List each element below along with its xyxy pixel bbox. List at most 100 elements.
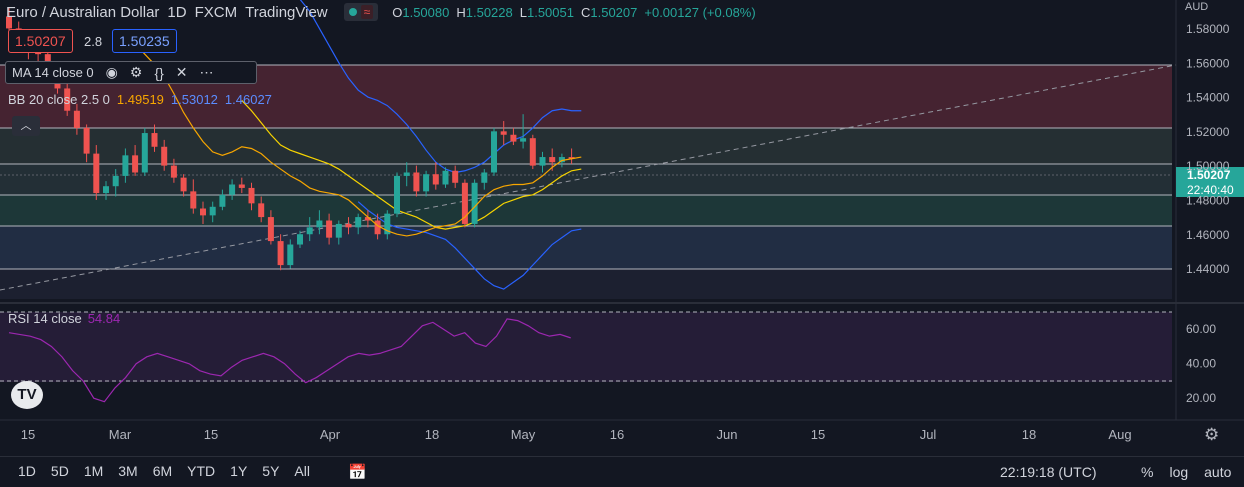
candle-body bbox=[122, 155, 129, 176]
candle-body bbox=[190, 191, 197, 209]
candle-body bbox=[141, 133, 148, 173]
candle-body bbox=[384, 213, 391, 235]
range-button-3m[interactable]: 3M bbox=[118, 463, 138, 479]
range-button-ytd[interactable]: YTD bbox=[187, 463, 216, 479]
candle-body bbox=[267, 217, 274, 242]
candle-body bbox=[539, 157, 546, 166]
candle-body bbox=[258, 203, 265, 218]
candle-body bbox=[442, 170, 449, 185]
time-tick-label: Jun bbox=[717, 427, 738, 442]
code-braces-icon[interactable]: {} bbox=[154, 64, 164, 81]
candle-body bbox=[403, 172, 410, 176]
bollinger-bands bbox=[241, 0, 582, 290]
calendar-icon[interactable]: 📅 bbox=[348, 464, 367, 481]
candle-body bbox=[83, 127, 90, 154]
price-tick-label: 1.50000 bbox=[1186, 159, 1230, 173]
close-value: 1.50207 bbox=[590, 4, 638, 20]
chart-settings-gear-icon[interactable]: ⚙ bbox=[1204, 425, 1220, 444]
candle-body bbox=[326, 220, 333, 238]
price-tick-label: 1.44000 bbox=[1186, 262, 1230, 276]
utc-clock[interactable]: 22:19:18 (UTC) bbox=[1000, 464, 1097, 480]
time-tick-label: 15 bbox=[204, 427, 218, 442]
rsi-indicator-legend[interactable]: RSI 14 close 54.84 bbox=[8, 311, 120, 326]
ohlc-values: O1.50080 H1.50228 L1.50051 C1.50207 +0.0… bbox=[392, 4, 756, 20]
chevron-up-icon[interactable]: ︿ bbox=[12, 116, 40, 136]
price-tick-label: 1.58000 bbox=[1186, 22, 1230, 36]
range-button-all[interactable]: All bbox=[294, 463, 310, 479]
range-button-5y[interactable]: 5Y bbox=[262, 463, 280, 479]
range-button-1d[interactable]: 1D bbox=[18, 463, 36, 479]
candle-body bbox=[132, 155, 139, 173]
eye-icon[interactable]: ◉ bbox=[105, 64, 118, 80]
range-button-1m[interactable]: 1M bbox=[83, 463, 104, 479]
more-icon[interactable]: ⋯ bbox=[199, 64, 214, 80]
candle-body bbox=[491, 131, 497, 173]
candle-body bbox=[510, 134, 517, 142]
percent-toggle[interactable]: % bbox=[1141, 464, 1154, 480]
candle-body bbox=[151, 133, 158, 147]
axes: AUD1.580001.560001.540001.520001.500001.… bbox=[21, 1, 1234, 442]
candle-body bbox=[500, 131, 507, 135]
gear-icon[interactable]: ⚙ bbox=[129, 64, 143, 80]
ma14-line bbox=[125, 34, 582, 237]
candle-body bbox=[558, 157, 565, 163]
candle-body bbox=[568, 157, 575, 159]
log-toggle[interactable]: log bbox=[1169, 464, 1189, 480]
range-buttons: 1D 5D 1M 3M 6M YTD 1Y 5Y All bbox=[18, 463, 310, 479]
tradingview-logo-icon[interactable]: TV bbox=[11, 381, 43, 409]
candle-body bbox=[277, 241, 284, 266]
time-tick-label: 15 bbox=[21, 427, 35, 442]
time-tick-label: May bbox=[511, 427, 536, 442]
rsi-tick-label: 20.00 bbox=[1186, 391, 1216, 405]
wave-icon: ≈ bbox=[360, 5, 374, 19]
auto-toggle[interactable]: auto bbox=[1204, 464, 1232, 480]
sell-price-button[interactable]: 1.50207 bbox=[8, 29, 73, 53]
candle-body bbox=[335, 223, 342, 238]
candle-body bbox=[549, 157, 556, 163]
candle-body bbox=[103, 186, 109, 194]
rsi-value: 54.84 bbox=[87, 311, 121, 326]
trendline[interactable] bbox=[0, 64, 1177, 291]
market-open-icon bbox=[348, 8, 357, 16]
range-button-5d[interactable]: 5D bbox=[50, 463, 69, 479]
countdown-marker bbox=[1176, 182, 1244, 197]
candle-body bbox=[452, 170, 459, 183]
time-tick-label: 18 bbox=[1022, 427, 1036, 442]
spread-value: 2.8 bbox=[84, 33, 103, 49]
countdown-label: 22:40:40 bbox=[1187, 183, 1234, 197]
rsi-polyline bbox=[8, 318, 571, 403]
time-tick-label: 15 bbox=[811, 427, 825, 442]
market-status[interactable]: ≈ bbox=[343, 3, 379, 21]
time-tick-label: 18 bbox=[425, 427, 439, 442]
bb-indicator-legend[interactable]: BB 20 close 2.5 0 1.49519 1.53012 1.4602… bbox=[8, 92, 272, 107]
candle-body bbox=[413, 172, 420, 192]
time-tick-label: Apr bbox=[320, 427, 341, 442]
candle-body bbox=[93, 153, 100, 194]
interval-label[interactable]: 1D bbox=[167, 3, 187, 21]
close-icon[interactable]: ✕ bbox=[175, 64, 188, 80]
price-tick-label: 1.48000 bbox=[1186, 194, 1230, 208]
moving-average bbox=[125, 34, 582, 237]
ma-indicator-legend[interactable]: MA 14 close 0 ◉ ⚙ {} ✕ ⋯ bbox=[5, 61, 257, 84]
range-button-6m[interactable]: 6M bbox=[152, 463, 173, 479]
buy-price-button[interactable]: 1.50235 bbox=[112, 29, 177, 53]
range-button-1y[interactable]: 1Y bbox=[230, 463, 248, 479]
candle-body bbox=[345, 223, 352, 228]
candle-body bbox=[297, 234, 303, 245]
candle-body bbox=[471, 182, 478, 224]
bb-upper-line bbox=[299, 0, 582, 174]
bottom-toolbar: 1D 5D 1M 3M 6M YTD 1Y 5Y All 📅 22:19:18 (UTC) % … bbox=[0, 456, 1244, 487]
price-tick-label: 1.52000 bbox=[1186, 125, 1230, 139]
candle-body bbox=[6, 16, 12, 29]
candle-body bbox=[112, 175, 119, 187]
rsi-tick-label: 40.00 bbox=[1186, 357, 1216, 371]
candle-body bbox=[432, 174, 439, 185]
candle-body bbox=[180, 177, 187, 192]
candle-body bbox=[461, 182, 468, 224]
bb-basis-value: 1.49519 bbox=[116, 92, 164, 107]
candle-body bbox=[520, 138, 527, 142]
candle-body bbox=[394, 175, 400, 214]
candle-body bbox=[170, 165, 177, 178]
symbol-title[interactable]: Euro / Australian Dollar bbox=[6, 3, 160, 21]
